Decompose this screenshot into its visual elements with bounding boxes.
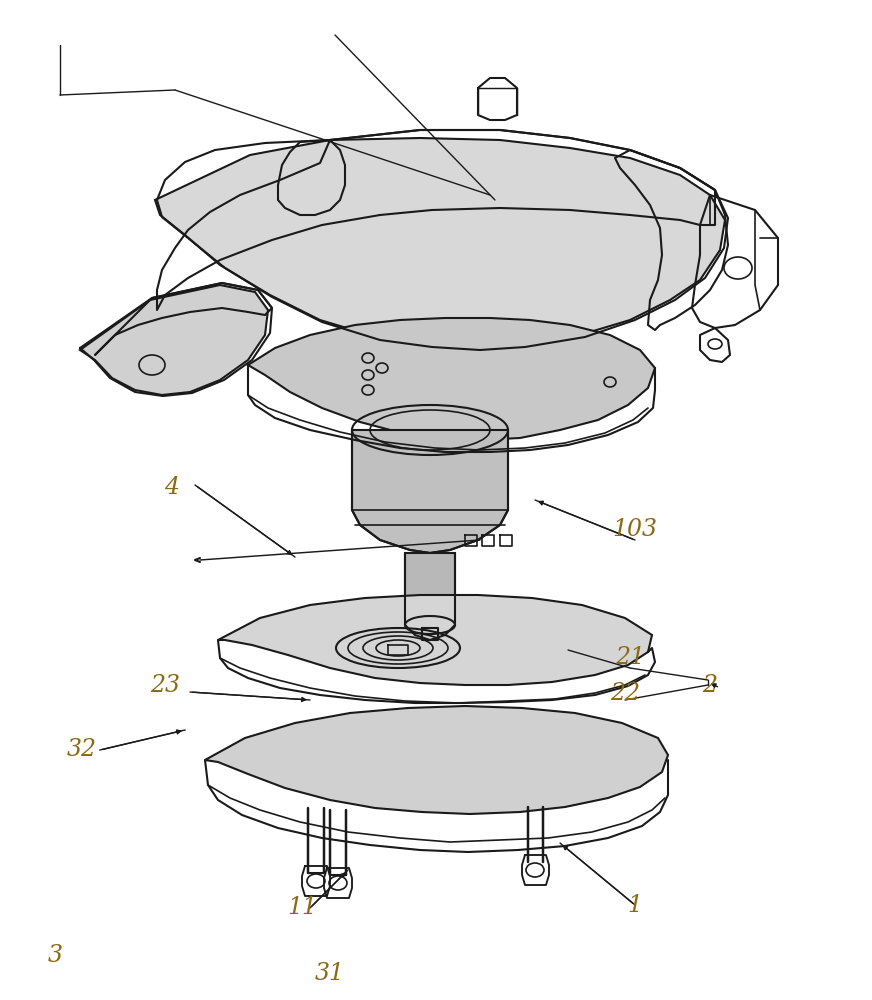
Polygon shape — [155, 138, 725, 348]
Text: 22: 22 — [610, 682, 640, 704]
Text: 32: 32 — [67, 738, 97, 762]
Text: 103: 103 — [612, 518, 657, 542]
Text: 11: 11 — [287, 896, 317, 920]
Text: 4: 4 — [165, 477, 180, 499]
Text: 23: 23 — [150, 674, 180, 696]
Text: 3: 3 — [47, 944, 63, 966]
Polygon shape — [80, 285, 268, 395]
Polygon shape — [218, 595, 652, 685]
Polygon shape — [248, 318, 655, 440]
Polygon shape — [205, 706, 668, 814]
Polygon shape — [405, 553, 455, 640]
Text: 21: 21 — [615, 647, 645, 670]
Polygon shape — [352, 430, 508, 553]
Text: 1: 1 — [628, 894, 643, 916]
Text: 2: 2 — [703, 674, 718, 696]
Text: 31: 31 — [315, 962, 345, 984]
